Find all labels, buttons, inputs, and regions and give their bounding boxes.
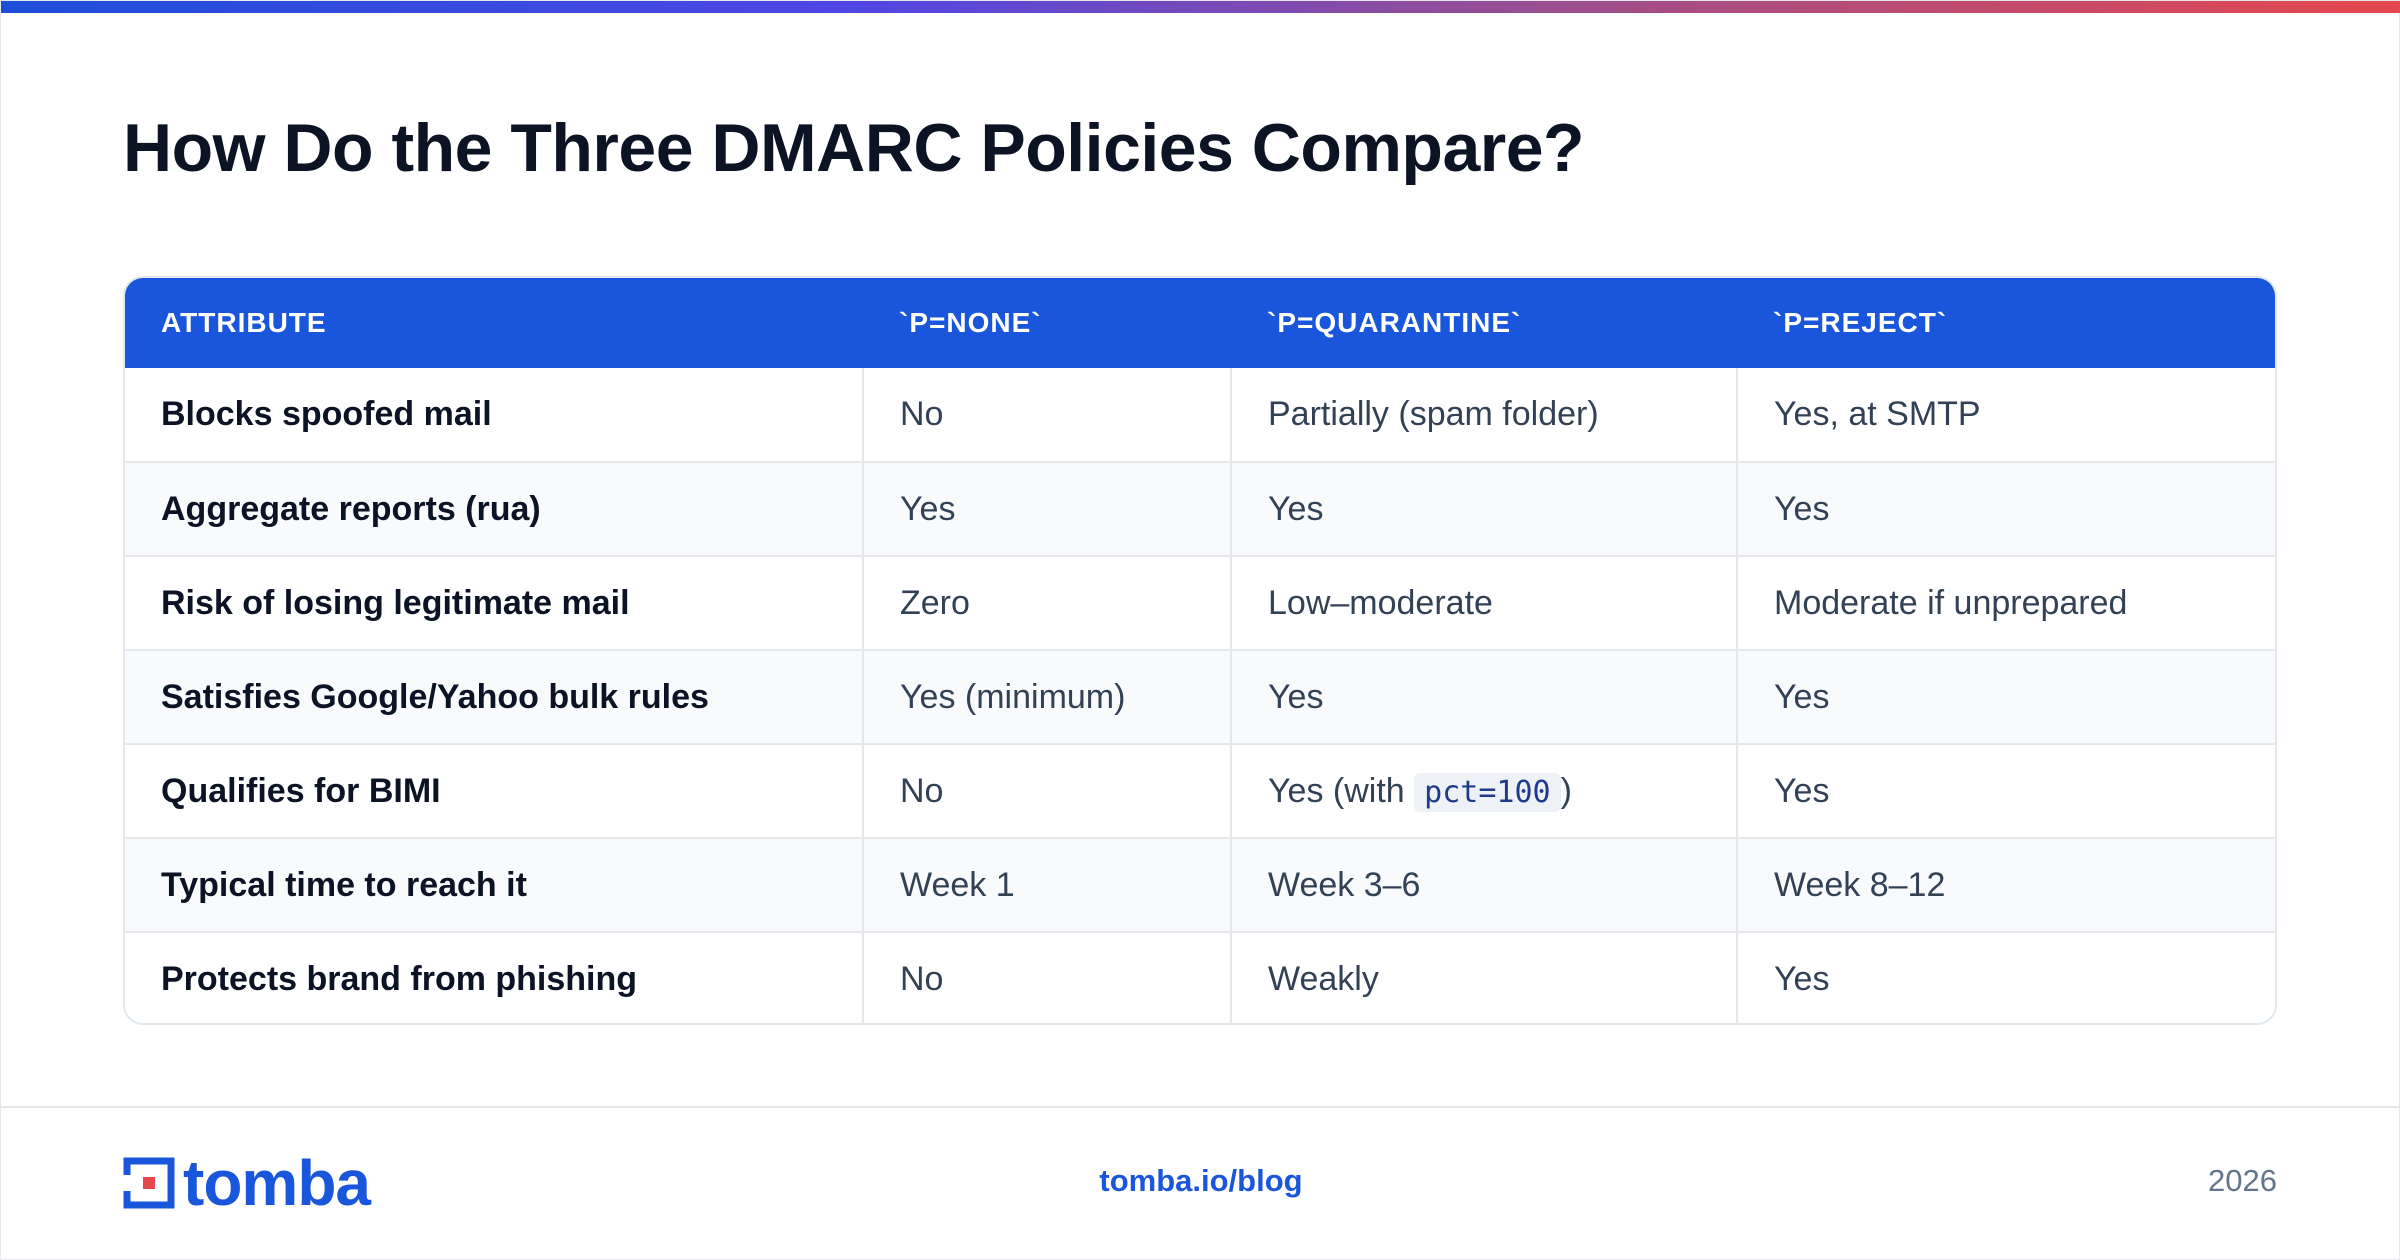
cell-quarantine: Yes: [1230, 649, 1737, 744]
cell-reject: Yes: [1736, 649, 2275, 744]
cell-reject: Yes: [1736, 931, 2275, 1023]
row-attribute: Risk of losing legitimate mail: [125, 555, 863, 650]
table-row: Satisfies Google/Yahoo bulk rules Yes (m…: [125, 649, 2275, 744]
header-p-reject: `P=REJECT`: [1773, 307, 1948, 338]
cell-quarantine-prefix: Yes (with: [1268, 771, 1405, 810]
table-row: Blocks spoofed mail No Partially (spam f…: [125, 368, 2275, 462]
footer-blog-link[interactable]: tomba.io/blog: [1099, 1163, 1303, 1198]
gradient-top-bar: [1, 1, 2400, 13]
table-row: Aggregate reports (rua) Yes Yes Yes: [125, 461, 2275, 556]
row-attribute: Satisfies Google/Yahoo bulk rules: [125, 649, 863, 744]
table-header-row: ATTRIBUTE `P=NONE` `P=QUARANTINE` `P=REJ…: [125, 278, 2275, 368]
cell-quarantine: Yes: [1230, 461, 1737, 556]
cell-none: Week 1: [862, 837, 1231, 932]
cell-none: No: [862, 743, 1231, 838]
inline-code: pct=100: [1414, 772, 1561, 812]
row-attribute: Qualifies for BIMI: [125, 743, 863, 838]
cell-reject: Yes: [1736, 461, 2275, 556]
tomba-logo-mark-icon: [123, 1157, 175, 1209]
logo-wordmark: tomba: [183, 1147, 371, 1219]
header-p-quarantine: `P=QUARANTINE`: [1267, 307, 1522, 338]
cell-reject: Yes, at SMTP: [1736, 368, 2275, 462]
cell-quarantine-suffix: ): [1560, 771, 1572, 810]
footer-year: 2026: [2208, 1163, 2277, 1198]
cell-none: No: [862, 931, 1231, 1023]
cell-reject: Week 8–12: [1736, 837, 2275, 932]
footer-divider: [1, 1106, 2400, 1108]
tomba-logo: tomba: [123, 1147, 371, 1219]
cell-quarantine: Low–moderate: [1230, 555, 1737, 650]
row-attribute: Aggregate reports (rua): [125, 461, 863, 556]
cell-none: Yes (minimum): [862, 649, 1231, 744]
cell-quarantine: Week 3–6: [1230, 837, 1737, 932]
row-attribute: Typical time to reach it: [125, 837, 863, 932]
cell-none: No: [862, 368, 1231, 462]
table-row: Risk of losing legitimate mail Zero Low–…: [125, 555, 2275, 650]
cell-none: Yes: [862, 461, 1231, 556]
comparison-table: ATTRIBUTE `P=NONE` `P=QUARANTINE` `P=REJ…: [123, 276, 2277, 1025]
table-row: Qualifies for BIMI No Yes (with pct=100)…: [125, 743, 2275, 838]
cell-quarantine: Weakly: [1230, 931, 1737, 1023]
cell-quarantine: Yes (with pct=100): [1230, 743, 1737, 838]
cell-quarantine: Partially (spam folder): [1230, 368, 1737, 462]
table-row: Protects brand from phishing No Weakly Y…: [125, 931, 2275, 1023]
row-attribute: Blocks spoofed mail: [161, 395, 492, 433]
header-attribute: ATTRIBUTE: [161, 307, 327, 338]
page-title: How Do the Three DMARC Policies Compare?: [123, 110, 1585, 186]
header-p-none: `P=NONE`: [899, 307, 1042, 338]
cell-reject: Yes: [1736, 743, 2275, 838]
table-row: Typical time to reach it Week 1 Week 3–6…: [125, 837, 2275, 932]
cell-none: Zero: [862, 555, 1231, 650]
row-attribute: Protects brand from phishing: [125, 931, 863, 1023]
cell-reject: Moderate if unprepared: [1736, 555, 2275, 650]
